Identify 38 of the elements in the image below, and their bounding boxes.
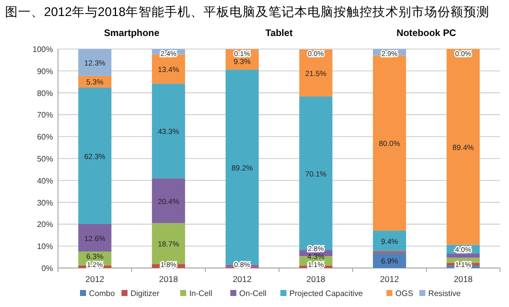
bar xyxy=(78,88,112,224)
legend-label: Digitizer xyxy=(130,289,160,298)
bar xyxy=(78,224,112,252)
y-tick-label: 80% xyxy=(36,88,53,98)
bar xyxy=(78,49,112,76)
legend-label: Projected Capacitive xyxy=(289,289,364,298)
bar xyxy=(446,254,480,258)
x-tick-label: 2018 xyxy=(306,274,326,284)
y-tick-label: 50% xyxy=(36,154,53,164)
legend-label: Resistive xyxy=(428,289,462,298)
y-tick-label: 10% xyxy=(36,242,53,252)
text: Notebook PC xyxy=(396,28,456,39)
legend-label: On-Cell xyxy=(239,289,267,298)
bar xyxy=(299,96,332,250)
bar xyxy=(152,178,186,224)
x-tick-label: 2012 xyxy=(85,274,105,284)
chart-title: 图一、2012年与2018年智能手机、平板电脑及笔记本电脑按触控技术别市场份额预测 xyxy=(5,5,490,19)
x-tick-label: 2012 xyxy=(232,274,252,284)
text: Tablet xyxy=(265,28,294,39)
y-tick-label: 60% xyxy=(36,132,53,142)
bar xyxy=(446,49,480,245)
x-tick-label: 2012 xyxy=(380,274,400,284)
y-tick-label: 70% xyxy=(36,110,53,120)
y-tick-label: 40% xyxy=(36,176,53,186)
text: Smartphone xyxy=(104,28,160,39)
x-tick-label: 2018 xyxy=(159,274,178,284)
x-tick-label: 2018 xyxy=(454,274,473,284)
bar xyxy=(372,55,406,231)
y-tick-label: 30% xyxy=(36,198,53,208)
legend-label: Combo xyxy=(89,289,116,298)
y-tick-label: 90% xyxy=(36,66,53,76)
legend-label: OGS xyxy=(395,289,414,298)
bar xyxy=(372,230,406,252)
y-tick-label: 0% xyxy=(41,264,53,273)
y-tick-label: 20% xyxy=(36,220,53,230)
bar xyxy=(152,84,186,178)
legend-label: In-Cell xyxy=(189,289,213,298)
y-tick-label: 100% xyxy=(32,45,53,54)
